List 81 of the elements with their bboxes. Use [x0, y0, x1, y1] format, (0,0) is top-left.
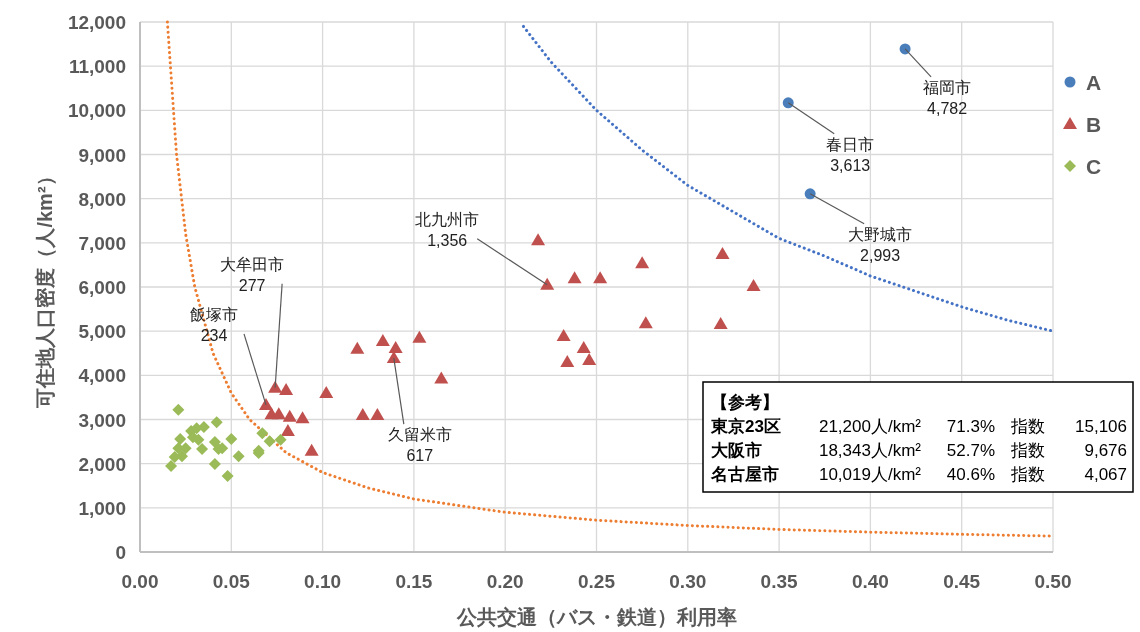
point — [172, 403, 185, 416]
y-tick-label: 2,000 — [78, 453, 126, 475]
point — [225, 432, 238, 445]
point — [295, 411, 310, 424]
x-tick-label: 0.40 — [851, 571, 889, 592]
point — [274, 433, 287, 446]
legend-label: B — [1086, 113, 1102, 136]
point — [370, 408, 385, 421]
y-tick-label: 5,000 — [78, 321, 126, 343]
text: 東京23区 21,200人/km² 71.3% 指数 15,106 — [711, 417, 1127, 436]
point — [271, 407, 286, 420]
legend-label: A — [1086, 71, 1102, 94]
x-tick-label: 0.25 — [578, 571, 616, 592]
x-tick-label: 0.20 — [486, 571, 524, 592]
annotation: 飯塚市 234 — [189, 305, 238, 344]
x-tick-label: 0.30 — [669, 571, 707, 592]
point — [232, 450, 245, 463]
x-tick-label: 0.00 — [121, 571, 159, 592]
x-tick-label: 0.15 — [395, 571, 433, 592]
point — [540, 277, 555, 290]
point — [355, 408, 370, 421]
text: 名古屋市 10,019人/km² 40.6% 指数 4,067 — [711, 465, 1127, 484]
point — [210, 416, 223, 429]
x-tick-label: 0.35 — [760, 571, 799, 592]
point — [388, 340, 403, 353]
y-tick-label: 1,000 — [78, 497, 126, 519]
legend-label: C — [1086, 155, 1102, 178]
point — [280, 423, 295, 436]
point — [208, 436, 221, 449]
point — [715, 246, 730, 259]
annotation: 大牟田市 277 — [220, 255, 285, 294]
annotation: 春日市 3,613 — [826, 135, 875, 174]
y-tick-label: 11,000 — [68, 56, 126, 78]
point — [279, 382, 294, 395]
point — [746, 279, 761, 292]
point — [713, 317, 728, 330]
annotation: 大野城市 2,993 — [848, 225, 913, 264]
point — [556, 329, 571, 342]
point — [567, 271, 582, 284]
y-tick-label: 4,000 — [78, 365, 126, 387]
x-axis-title: 公共交通（バス・鉄道）利用率 — [455, 606, 737, 628]
annotation: 【参考】 — [711, 393, 779, 412]
y-tick-label: 0 — [115, 542, 126, 563]
y-tick-label: 3,000 — [78, 409, 126, 431]
x-tick-label: 0.45 — [943, 571, 981, 592]
point — [638, 316, 653, 329]
y-tick-label: 12,000 — [67, 12, 126, 33]
y-tick-label: 7,000 — [78, 232, 126, 254]
point — [576, 340, 591, 353]
y-axis-title: 可住地人口密度（人/km²） — [34, 166, 56, 409]
point — [531, 233, 546, 246]
annotation: 北九州市 1,356 — [415, 210, 480, 249]
point — [208, 458, 221, 471]
point — [174, 432, 187, 445]
y-tick-label: 9,000 — [78, 144, 126, 166]
point — [304, 443, 319, 456]
point — [221, 470, 234, 483]
x-tick-label: 0.05 — [212, 571, 251, 592]
text: 大阪市 18,343人/km² 52.7% 指数 9,676 — [711, 441, 1127, 460]
point — [256, 427, 269, 440]
point — [165, 459, 178, 472]
annotation: 久留米市 617 — [387, 426, 452, 465]
point — [375, 333, 390, 346]
x-tick-label: 0.10 — [304, 571, 342, 592]
y-tick-label: 6,000 — [78, 277, 126, 298]
annotation: 福岡市 4,782 — [923, 78, 972, 117]
point — [282, 409, 297, 422]
line-series — [521, 24, 1055, 333]
point — [319, 386, 334, 398]
x-tick-label: 0.50 — [1034, 571, 1072, 592]
y-tick-label: 10,000 — [67, 100, 126, 122]
point — [635, 256, 650, 269]
point — [434, 371, 449, 384]
point — [350, 341, 365, 354]
point — [593, 271, 608, 284]
point — [560, 355, 575, 368]
point — [263, 435, 276, 448]
y-tick-label: 8,000 — [78, 188, 126, 210]
point — [196, 443, 209, 456]
point — [412, 330, 427, 343]
point — [582, 352, 597, 365]
